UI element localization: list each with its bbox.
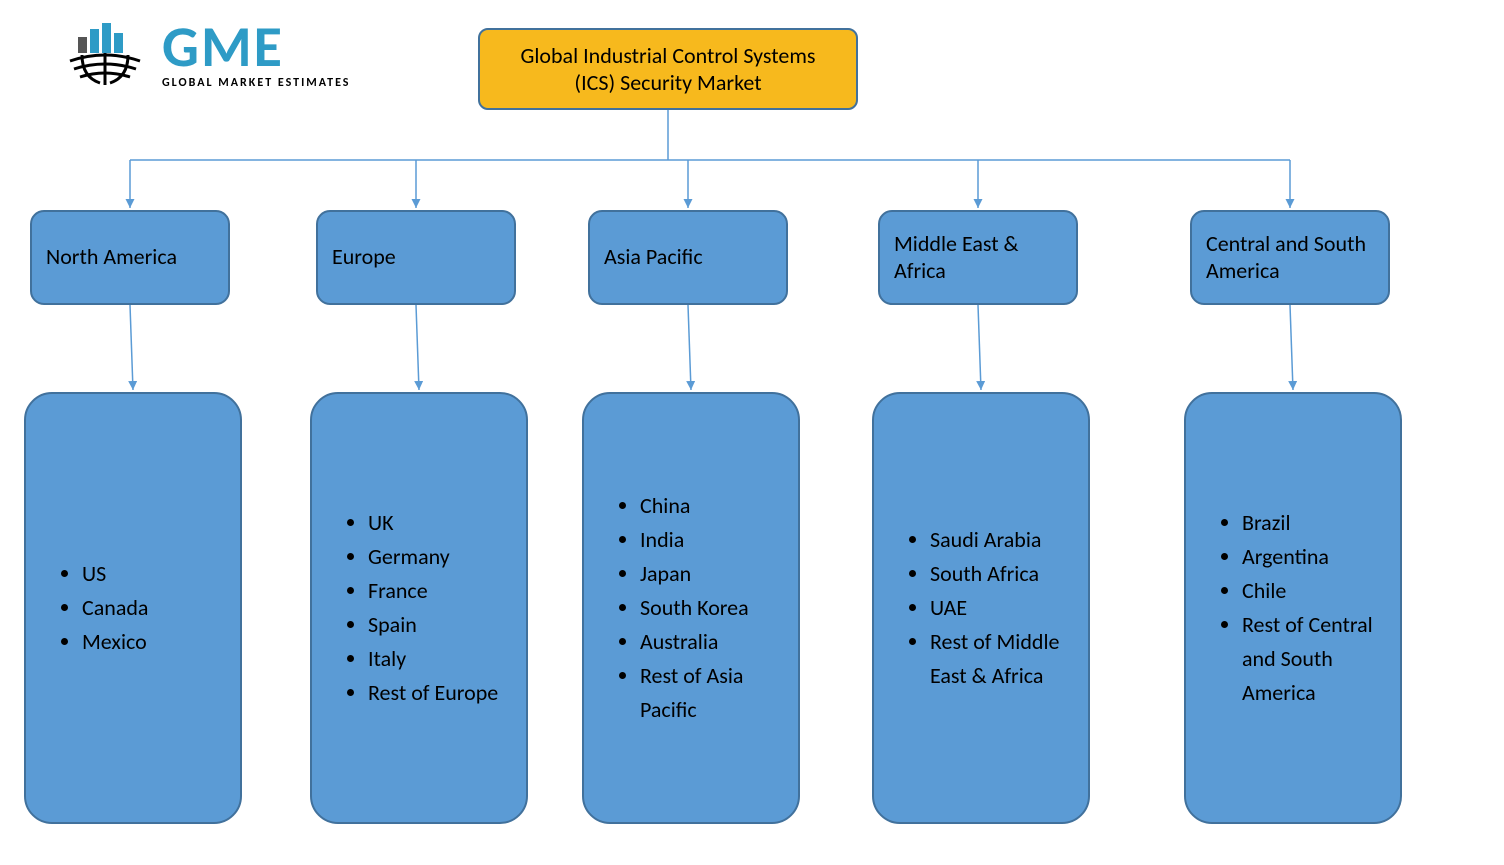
country-item: Mexico xyxy=(82,625,148,659)
country-item: Rest of Middle East & Africa xyxy=(930,625,1070,693)
region-node: North America xyxy=(30,210,230,305)
logo-icon xyxy=(60,19,150,89)
region-label: North America xyxy=(46,244,177,270)
country-item: China xyxy=(640,489,780,523)
region-label: Europe xyxy=(332,244,396,270)
root-label: Global Industrial Control Systems (ICS) … xyxy=(498,42,838,97)
country-item: US xyxy=(82,557,148,591)
country-item: South Africa xyxy=(930,557,1070,591)
country-item: Japan xyxy=(640,557,780,591)
country-item: Spain xyxy=(368,608,498,642)
country-item: Brazil xyxy=(1242,506,1382,540)
country-item: UK xyxy=(368,506,498,540)
country-list: BrazilArgentinaChileRest of Central and … xyxy=(1216,506,1382,711)
region-node: Asia Pacific xyxy=(588,210,788,305)
country-node: BrazilArgentinaChileRest of Central and … xyxy=(1184,392,1402,824)
country-item: Rest of Central and South America xyxy=(1242,608,1382,710)
country-item: Saudi Arabia xyxy=(930,523,1070,557)
country-node: USCanadaMexico xyxy=(24,392,242,824)
country-node: UKGermanyFranceSpainItalyRest of Europe xyxy=(310,392,528,824)
country-list: USCanadaMexico xyxy=(56,557,148,659)
country-item: India xyxy=(640,523,780,557)
country-item: Rest of Asia Pacific xyxy=(640,659,780,727)
country-item: Canada xyxy=(82,591,148,625)
country-item: France xyxy=(368,574,498,608)
country-item: South Korea xyxy=(640,591,780,625)
region-node: Central and South America xyxy=(1190,210,1390,305)
country-list: ChinaIndiaJapanSouth KoreaAustraliaRest … xyxy=(614,489,780,728)
logo-tagline: GLOBAL MARKET ESTIMATES xyxy=(162,76,350,90)
country-item: UAE xyxy=(930,591,1070,625)
region-node: Middle East & Africa xyxy=(878,210,1078,305)
country-node: ChinaIndiaJapanSouth KoreaAustraliaRest … xyxy=(582,392,800,824)
country-item: Chile xyxy=(1242,574,1382,608)
country-item: Rest of Europe xyxy=(368,676,498,710)
country-node: Saudi ArabiaSouth AfricaUAERest of Middl… xyxy=(872,392,1090,824)
region-label: Asia Pacific xyxy=(604,244,703,270)
country-item: Germany xyxy=(368,540,498,574)
region-label: Central and South America xyxy=(1206,231,1374,284)
country-item: Australia xyxy=(640,625,780,659)
country-list: UKGermanyFranceSpainItalyRest of Europe xyxy=(342,506,498,711)
logo: GME GLOBAL MARKET ESTIMATES xyxy=(60,18,350,90)
region-node: Europe xyxy=(316,210,516,305)
country-list: Saudi ArabiaSouth AfricaUAERest of Middl… xyxy=(904,523,1070,693)
root-node: Global Industrial Control Systems (ICS) … xyxy=(478,28,858,110)
country-item: Italy xyxy=(368,642,498,676)
country-item: Argentina xyxy=(1242,540,1382,574)
region-label: Middle East & Africa xyxy=(894,231,1062,284)
logo-text: GME GLOBAL MARKET ESTIMATES xyxy=(162,18,350,90)
logo-gme: GME xyxy=(162,18,350,76)
